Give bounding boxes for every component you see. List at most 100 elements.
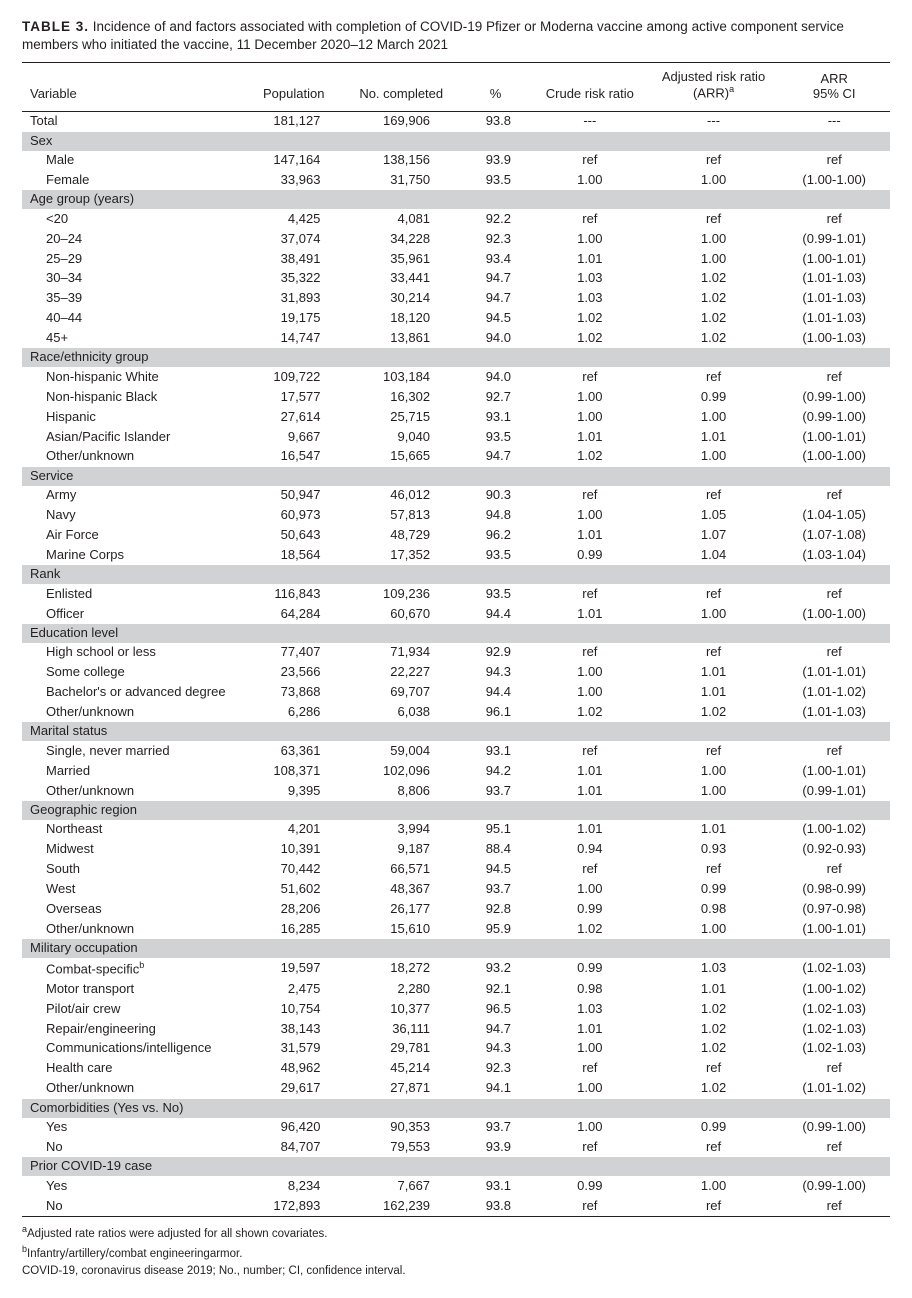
- cell: 1.05: [649, 506, 779, 526]
- table-row: No84,70779,55393.9refrefref: [22, 1137, 890, 1157]
- table-row: Health care48,96245,21492.3refrefref: [22, 1059, 890, 1079]
- cell: ref: [531, 1059, 649, 1079]
- cell: 94.7: [460, 289, 531, 309]
- row-label: Other/unknown: [22, 781, 245, 801]
- cell: 64,284: [245, 604, 342, 624]
- table-row: Some college23,56622,22794.31.001.01(1.0…: [22, 663, 890, 683]
- cell: 1.00: [531, 229, 649, 249]
- cell: 3,994: [342, 820, 460, 840]
- table-row: Midwest10,3919,18788.40.940.93(0.92-0.93…: [22, 840, 890, 860]
- cell: 27,614: [245, 407, 342, 427]
- cell: 1.02: [531, 702, 649, 722]
- cell: 0.99: [649, 387, 779, 407]
- cell: ref: [778, 367, 890, 387]
- cell: 93.1: [460, 1176, 531, 1196]
- table-row: South70,44266,57194.5refrefref: [22, 860, 890, 880]
- cell: 9,667: [245, 427, 342, 447]
- cell: 1.00: [531, 1118, 649, 1138]
- footnote-a: Adjusted rate ratios were adjusted for a…: [27, 1228, 327, 1240]
- cell: 10,391: [245, 840, 342, 860]
- cell: 31,750: [342, 170, 460, 190]
- table-row: Non-hispanic White109,722103,18494.0refr…: [22, 367, 890, 387]
- cell: 95.1: [460, 820, 531, 840]
- section-header: Military occupation: [22, 939, 890, 958]
- cell: 59,004: [342, 741, 460, 761]
- cell: 162,239: [342, 1196, 460, 1216]
- cell: (1.00-1.03): [778, 329, 890, 349]
- cell: 1.02: [649, 269, 779, 289]
- cell: 60,670: [342, 604, 460, 624]
- cell: 79,553: [342, 1137, 460, 1157]
- cell: 1.01: [531, 781, 649, 801]
- row-label: Enlisted: [22, 584, 245, 604]
- cell: 1.00: [649, 249, 779, 269]
- cell: 38,491: [245, 249, 342, 269]
- cell: 27,871: [342, 1079, 460, 1099]
- table-row: 45+14,74713,86194.01.021.02(1.00-1.03): [22, 329, 890, 349]
- cell: 1.00: [649, 604, 779, 624]
- cell: 1.00: [649, 229, 779, 249]
- section-title: Geographic region: [22, 801, 890, 820]
- cell: 73,868: [245, 683, 342, 703]
- cell: 88.4: [460, 840, 531, 860]
- cell: 16,547: [245, 447, 342, 467]
- cell: 93.7: [460, 1118, 531, 1138]
- cell: ref: [531, 584, 649, 604]
- cell: 109,236: [342, 584, 460, 604]
- cell: 1.01: [649, 979, 779, 999]
- cell: 1.00: [531, 663, 649, 683]
- cell: 48,729: [342, 525, 460, 545]
- cell: 1.01: [531, 249, 649, 269]
- cell: ref: [649, 860, 779, 880]
- cell: 29,781: [342, 1039, 460, 1059]
- row-label: Other/unknown: [22, 702, 245, 722]
- cell: 66,571: [342, 860, 460, 880]
- table-row: 40–4419,17518,12094.51.021.02(1.01-1.03): [22, 309, 890, 329]
- cell: 1.00: [649, 407, 779, 427]
- cell: 94.7: [460, 1019, 531, 1039]
- cell: 77,407: [245, 643, 342, 663]
- cell: ref: [649, 209, 779, 229]
- cell: (1.01-1.01): [778, 663, 890, 683]
- cell: ref: [778, 151, 890, 171]
- cell: ref: [778, 1196, 890, 1216]
- cell: 96.2: [460, 525, 531, 545]
- cell: ref: [531, 860, 649, 880]
- cell: 1.01: [531, 1019, 649, 1039]
- cell: 95.9: [460, 919, 531, 939]
- table-row: 30–3435,32233,44194.71.031.02(1.01-1.03): [22, 269, 890, 289]
- cell: 93.5: [460, 545, 531, 565]
- cell: 18,120: [342, 309, 460, 329]
- section-header: Service: [22, 467, 890, 486]
- cell: 1.01: [531, 427, 649, 447]
- cell: (1.01-1.02): [778, 1079, 890, 1099]
- table-row: Asian/Pacific Islander9,6679,04093.51.01…: [22, 427, 890, 447]
- table-row: Army50,94746,01290.3refrefref: [22, 486, 890, 506]
- cell: 93.4: [460, 249, 531, 269]
- row-label: 40–44: [22, 309, 245, 329]
- cell: (1.00-1.01): [778, 919, 890, 939]
- cell: 9,187: [342, 840, 460, 860]
- cell: ref: [649, 486, 779, 506]
- cell: 10,377: [342, 999, 460, 1019]
- cell: 1.02: [649, 1079, 779, 1099]
- cell: ref: [649, 643, 779, 663]
- col-arr: Adjusted risk ratio(ARR)a: [649, 63, 779, 111]
- cell: 94.4: [460, 683, 531, 703]
- row-label: 35–39: [22, 289, 245, 309]
- col-variable: Variable: [22, 63, 245, 111]
- cell: 31,893: [245, 289, 342, 309]
- row-label: Total: [22, 111, 245, 131]
- cell: 0.98: [649, 899, 779, 919]
- table-row: Navy60,97357,81394.81.001.05(1.04-1.05): [22, 506, 890, 526]
- cell: 84,707: [245, 1137, 342, 1157]
- row-label: Officer: [22, 604, 245, 624]
- cell: 1.00: [649, 919, 779, 939]
- table-row: Single, never married63,36159,00493.1ref…: [22, 741, 890, 761]
- cell: 1.02: [649, 289, 779, 309]
- cell: 1.02: [649, 329, 779, 349]
- cell: (1.00-1.00): [778, 604, 890, 624]
- cell: 17,577: [245, 387, 342, 407]
- cell: 1.03: [531, 289, 649, 309]
- row-label: Male: [22, 151, 245, 171]
